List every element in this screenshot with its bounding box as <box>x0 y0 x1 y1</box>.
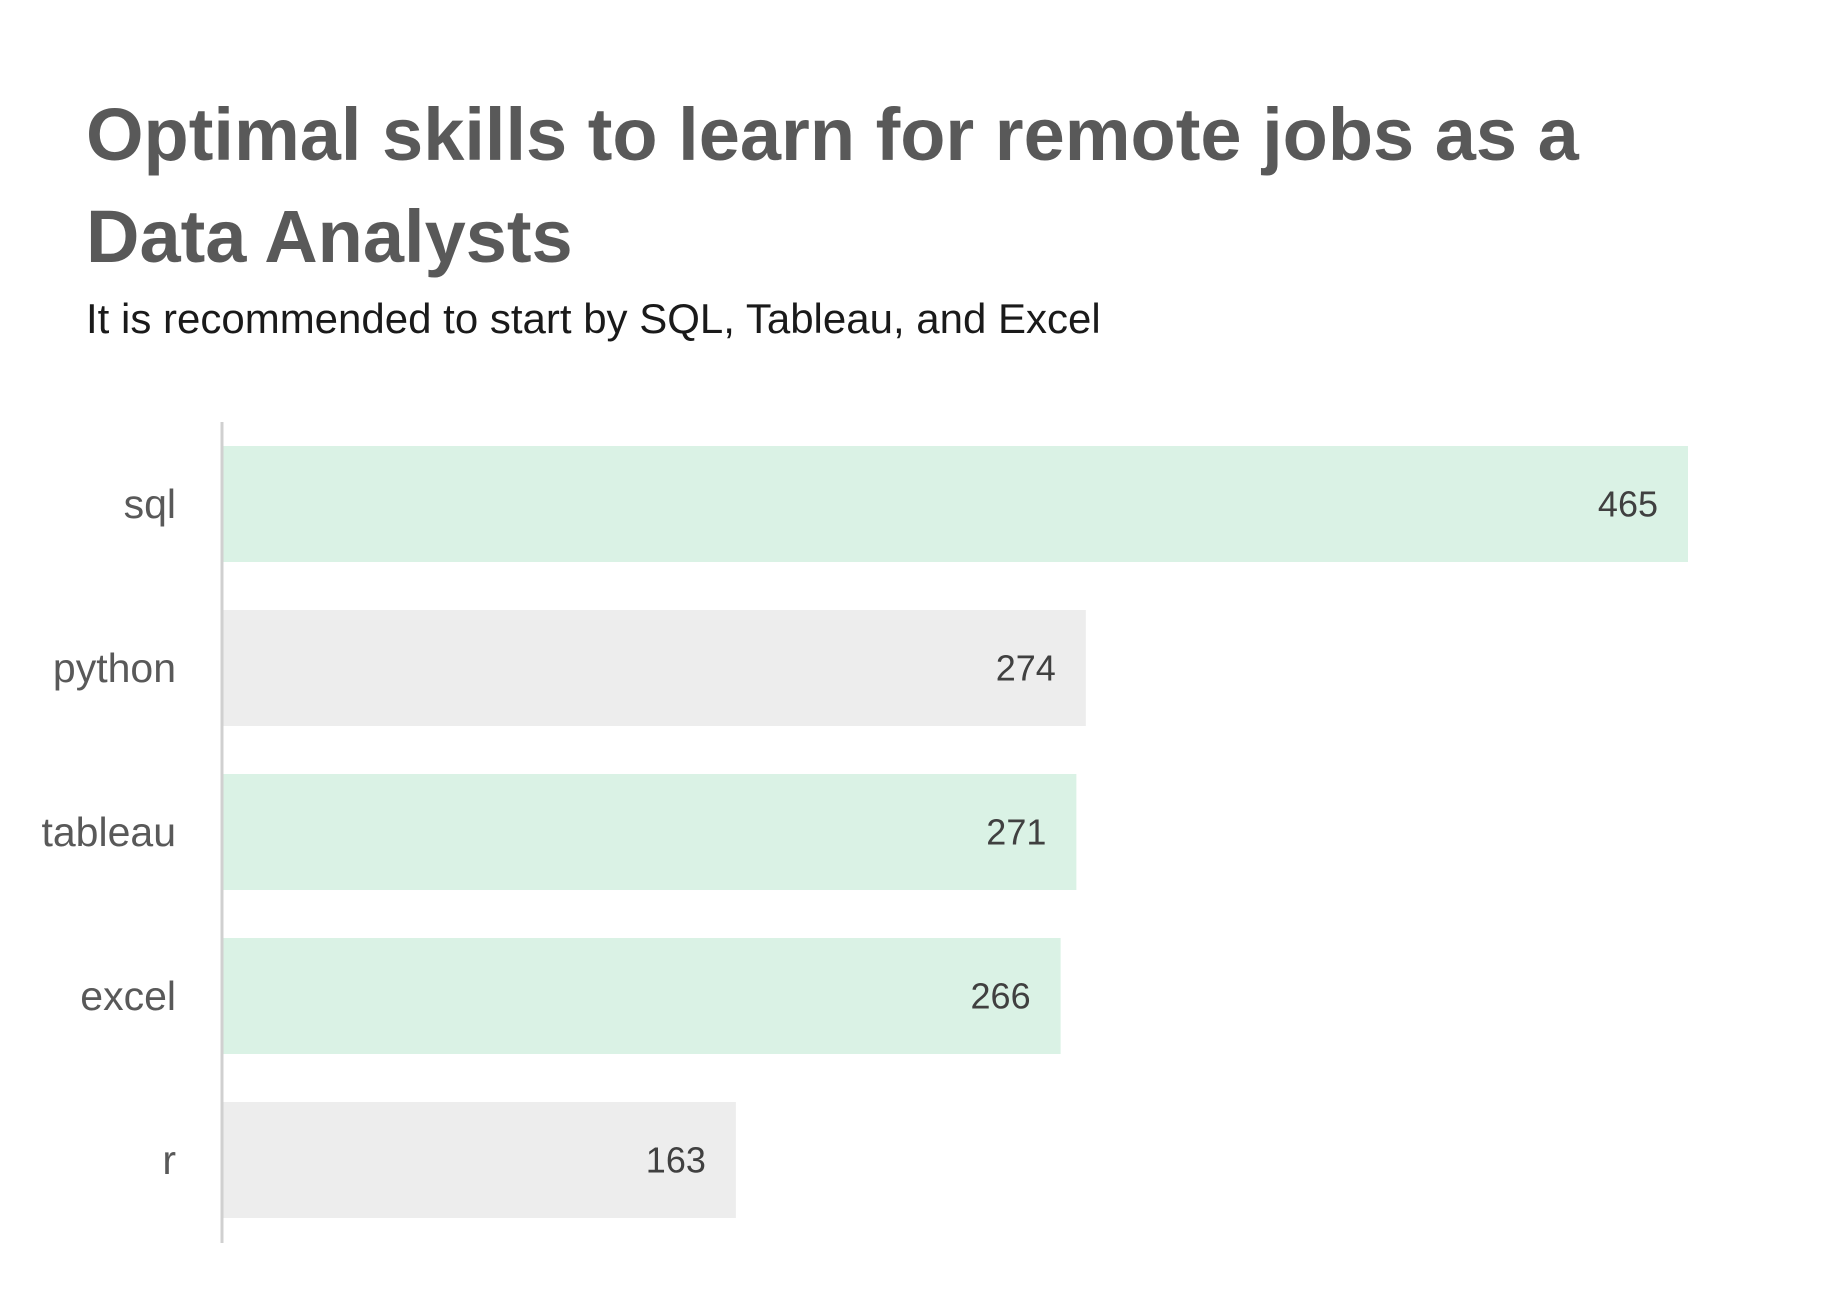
category-label-tableau: tableau <box>41 809 176 855</box>
labels-group: sql 465 python 274 tableau 271 excel 266 r 163 <box>41 481 1658 1183</box>
value-label-python: 274 <box>996 648 1056 689</box>
value-label-excel: 266 <box>971 976 1031 1017</box>
chart-subtitle: It is recommended to start by SQL, Table… <box>86 295 1101 342</box>
chart-title: Optimal skills to learn for remote jobs … <box>86 93 1579 278</box>
bar-r <box>222 1102 736 1218</box>
category-label-python: python <box>53 645 176 691</box>
category-label-sql: sql <box>124 481 176 527</box>
bar-sql <box>222 446 1688 562</box>
value-label-r: 163 <box>646 1140 706 1181</box>
bar-python <box>222 610 1086 726</box>
value-label-sql: 465 <box>1598 484 1658 525</box>
bars-group <box>222 446 1688 1218</box>
bar-tableau <box>222 774 1077 890</box>
bar-excel <box>222 938 1061 1054</box>
value-label-tableau: 271 <box>986 812 1046 853</box>
category-label-excel: excel <box>80 973 176 1019</box>
category-label-r: r <box>162 1137 176 1183</box>
